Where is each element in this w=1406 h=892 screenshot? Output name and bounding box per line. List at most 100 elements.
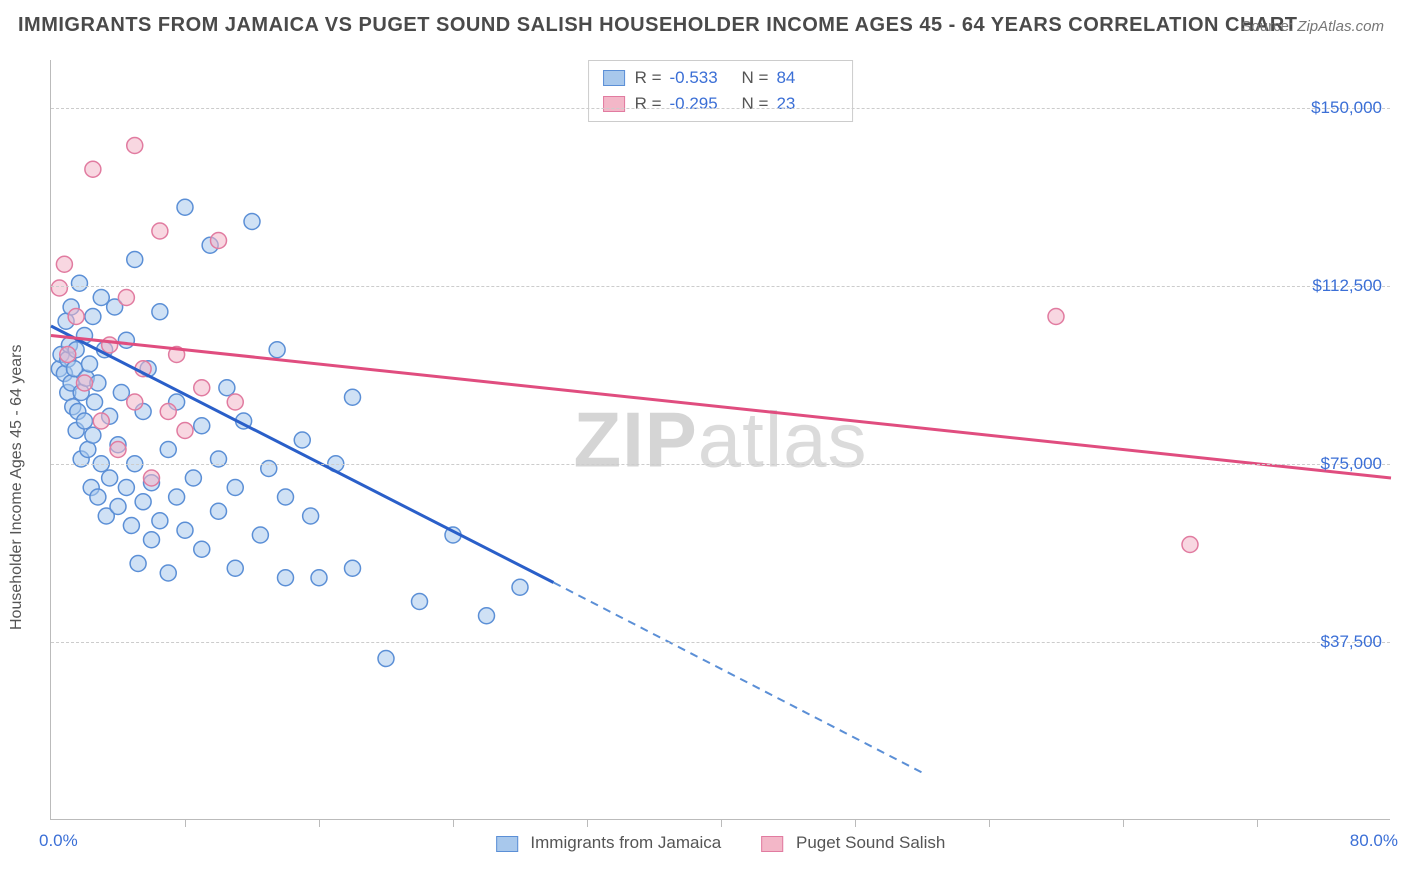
x-tick-mark — [185, 819, 186, 827]
legend-N-label: N = — [742, 68, 769, 88]
x-tick-mark — [855, 819, 856, 827]
series-legend: Immigrants from Jamaica Puget Sound Sali… — [496, 833, 946, 853]
legend-swatch-1 — [603, 70, 625, 86]
scatter-point — [412, 594, 428, 610]
scatter-point — [194, 380, 210, 396]
source-value: ZipAtlas.com — [1297, 18, 1384, 35]
scatter-point — [252, 527, 268, 543]
x-axis-min-label: 0.0% — [39, 831, 78, 851]
scatter-point — [294, 432, 310, 448]
gridline — [51, 286, 1390, 287]
scatter-point — [85, 161, 101, 177]
scatter-point — [194, 541, 210, 557]
legend-N-value-2: 23 — [776, 94, 838, 114]
scatter-point — [177, 423, 193, 439]
legend-R-label: R = — [635, 94, 662, 114]
scatter-point — [512, 579, 528, 595]
scatter-point — [160, 404, 176, 420]
scatter-point — [110, 442, 126, 458]
scatter-point — [269, 342, 285, 358]
chart-container: IMMIGRANTS FROM JAMAICA VS PUGET SOUND S… — [0, 0, 1406, 892]
x-tick-mark — [587, 819, 588, 827]
scatter-point — [85, 427, 101, 443]
scatter-point — [93, 413, 109, 429]
regression-line — [51, 326, 554, 583]
scatter-point — [345, 389, 361, 405]
scatter-point — [102, 470, 118, 486]
scatter-point — [127, 138, 143, 154]
scatter-point — [185, 470, 201, 486]
chart-title: IMMIGRANTS FROM JAMAICA VS PUGET SOUND S… — [18, 14, 1297, 37]
scatter-point — [123, 518, 139, 534]
scatter-point — [244, 214, 260, 230]
scatter-point — [102, 337, 118, 353]
scatter-point — [56, 256, 72, 272]
legend-N-label: N = — [742, 94, 769, 114]
scatter-point — [303, 508, 319, 524]
scatter-point — [219, 380, 235, 396]
source-attribution: Source: ZipAtlas.com — [1241, 18, 1384, 35]
scatter-point — [479, 608, 495, 624]
scatter-point — [160, 565, 176, 581]
legend-swatch-2b — [761, 836, 783, 852]
legend-R-value-1: -0.533 — [670, 68, 732, 88]
scatter-point — [144, 532, 160, 548]
gridline — [51, 464, 1390, 465]
scatter-point — [51, 280, 67, 296]
scatter-point — [177, 199, 193, 215]
x-tick-mark — [319, 819, 320, 827]
scatter-point — [211, 233, 227, 249]
scatter-point — [118, 290, 134, 306]
legend-R-value-2: -0.295 — [670, 94, 732, 114]
legend-R-label: R = — [635, 68, 662, 88]
scatter-point — [144, 470, 160, 486]
scatter-point — [1048, 309, 1064, 325]
scatter-point — [278, 489, 294, 505]
scatter-point — [118, 480, 134, 496]
y-tick-label: $37,500 — [1321, 632, 1382, 652]
legend-label-1: Immigrants from Jamaica — [530, 833, 721, 852]
scatter-point — [160, 442, 176, 458]
legend-row-series-2: R = -0.295 N = 23 — [603, 91, 839, 117]
x-axis-max-label: 80.0% — [1350, 831, 1398, 851]
scatter-point — [71, 275, 87, 291]
scatter-point — [177, 522, 193, 538]
y-tick-label: $112,500 — [1312, 276, 1382, 296]
scatter-point — [152, 223, 168, 239]
legend-item-1: Immigrants from Jamaica — [496, 833, 722, 853]
legend-N-value-1: 84 — [776, 68, 838, 88]
scatter-point — [135, 494, 151, 510]
scatter-point — [227, 560, 243, 576]
legend-swatch-1b — [496, 836, 518, 852]
gridline — [51, 642, 1390, 643]
legend-row-series-1: R = -0.533 N = 84 — [603, 65, 839, 91]
scatter-point — [85, 309, 101, 325]
scatter-point — [77, 413, 93, 429]
scatter-point — [87, 394, 103, 410]
scatter-point — [169, 489, 185, 505]
gridline — [51, 108, 1390, 109]
scatter-point — [68, 309, 84, 325]
source-label: Source: — [1241, 18, 1293, 35]
x-tick-mark — [989, 819, 990, 827]
y-tick-label: $150,000 — [1311, 98, 1382, 118]
correlation-legend: R = -0.533 N = 84 R = -0.295 N = 23 — [588, 60, 854, 122]
x-tick-mark — [721, 819, 722, 827]
legend-label-2: Puget Sound Salish — [796, 833, 945, 852]
regression-line — [51, 336, 1391, 479]
plot-area: R = -0.533 N = 84 R = -0.295 N = 23 ZIPa… — [50, 60, 1390, 820]
scatter-point — [227, 394, 243, 410]
y-tick-label: $75,000 — [1321, 454, 1382, 474]
legend-item-2: Puget Sound Salish — [761, 833, 945, 853]
x-tick-mark — [1123, 819, 1124, 827]
scatter-point — [127, 252, 143, 268]
plot-svg — [51, 60, 351, 210]
scatter-point — [118, 332, 134, 348]
y-axis-label: Householder Income Ages 45 - 64 years — [8, 345, 26, 631]
scatter-point — [211, 503, 227, 519]
x-tick-mark — [453, 819, 454, 827]
scatter-point — [345, 560, 361, 576]
regression-line-extrapolated — [554, 583, 923, 773]
scatter-point — [311, 570, 327, 586]
scatter-point — [77, 375, 93, 391]
